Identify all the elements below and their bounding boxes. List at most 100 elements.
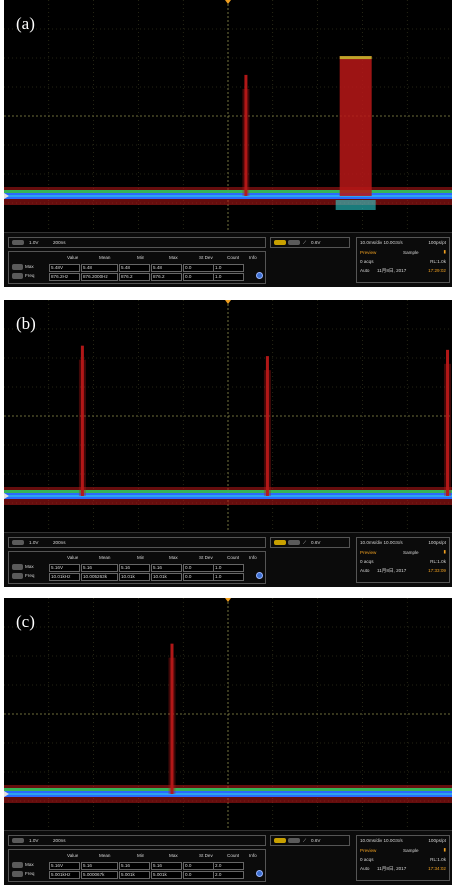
- measurement-name: Freq: [25, 871, 35, 876]
- header-stdev: St Dev: [199, 555, 213, 560]
- measurement-row: Freq 10.01kHz 10.005263k 10.01k 10.01k 0.0 1.0: [9, 572, 267, 581]
- date: 11月8日, 2017: [377, 866, 407, 871]
- pulse-spike-glow: [444, 363, 452, 496]
- measurement-max: 5.16: [151, 862, 182, 870]
- pulse-spike-glow: [168, 657, 176, 794]
- measurement-stdev: 0.0: [183, 862, 214, 870]
- measurement-max: 5.001k: [151, 871, 182, 879]
- measurement-row: Max 5.48V 5.48 5.48 5.48 0.0 1.0: [9, 264, 267, 272]
- measurement-stdev: 0.0: [183, 273, 214, 281]
- timebase-readout[interactable]: 10.0ms/div 10.0GS/s 100ps/pt Preview Sam…: [356, 835, 450, 881]
- measurement-header: Value Mean Min Max St Dev Count Info: [9, 555, 267, 562]
- trigger-readout[interactable]: ⟋ 0.6V: [270, 835, 350, 846]
- measurement-mean: 10.005263k: [81, 573, 118, 581]
- header-stdev: St Dev: [199, 255, 213, 260]
- trigger-mode: Auto: [360, 866, 370, 871]
- pulse-burst-undershoot: [335, 200, 376, 210]
- measurement-max: 5.16: [151, 564, 182, 572]
- header-mean: Mean: [99, 255, 111, 260]
- acquisition-type: Sample: [403, 550, 419, 555]
- trigger-level: 0.6V: [311, 240, 321, 245]
- measurement-count: 1.0: [213, 573, 244, 581]
- pulse-spike: [170, 643, 174, 794]
- acquisition-count: 0 acqs: [360, 559, 374, 564]
- trigger-position-marker: [225, 0, 231, 4]
- channel-badge: [12, 838, 24, 843]
- measurement-name: Max: [25, 264, 34, 269]
- channel-readout[interactable]: 1.0V 200ns: [8, 537, 266, 548]
- measurement-mean: 5.16: [81, 862, 118, 870]
- measurement-channel-badge: [12, 871, 23, 877]
- measurement-name: Max: [25, 564, 34, 569]
- timebase-resolution: 100ps/pt: [428, 838, 446, 843]
- acquisition-mode: Preview: [360, 550, 377, 555]
- measurement-count: 1.0: [213, 564, 244, 572]
- measurement-stdev: 0.0: [183, 573, 214, 581]
- measurement-channel-badge: [12, 264, 23, 270]
- measurement-count: 2.0: [213, 862, 244, 870]
- trigger-slope-icon: ⟋: [303, 838, 307, 843]
- status-bar: 1.0V 200ns Value Mean Min Max St Dev Cou…: [4, 830, 452, 885]
- waveform-display: [4, 300, 452, 532]
- measurement-value: 5.16V: [49, 564, 80, 572]
- measurement-min: 876.2: [119, 273, 150, 281]
- trace-cyan: [4, 793, 452, 795]
- date: 11月8日, 2017: [377, 268, 407, 273]
- measurement-name: Max: [25, 862, 34, 867]
- measurement-count: 2.0: [213, 871, 244, 879]
- ground-marker: [4, 493, 9, 499]
- measurement-table: Value Mean Min Max St Dev Count Info Max…: [8, 251, 266, 284]
- measurement-name: Freq: [25, 573, 35, 578]
- run-indicator-icon: ▮: [443, 847, 446, 852]
- trigger-badge: [274, 540, 286, 545]
- measurement-min: 5.48: [119, 264, 150, 272]
- trigger-channel-badge: [288, 838, 300, 843]
- acquisition-type: Sample: [403, 250, 419, 255]
- panel-label: (a): [16, 14, 35, 33]
- trigger-slope-icon: ⟋: [303, 240, 307, 245]
- timebase-readout[interactable]: 10.0ms/div 10.0GS/s 100ps/pt Preview Sam…: [356, 237, 450, 283]
- time-scale: 200ns: [53, 240, 66, 245]
- trigger-badge: [274, 838, 286, 843]
- channel-scale: 1.0V: [29, 540, 39, 545]
- trigger-readout[interactable]: ⟋ 0.6V: [270, 537, 350, 548]
- ground-marker: [4, 193, 9, 199]
- trigger-badge: [274, 240, 286, 245]
- header-mean: Mean: [99, 853, 111, 858]
- measurement-mean: 5.000067k: [81, 871, 118, 879]
- header-value: Value: [67, 853, 79, 858]
- trigger-readout[interactable]: ⟋ 0.6V: [270, 237, 350, 248]
- trigger-slope-icon: ⟋: [303, 540, 307, 545]
- channel-scale: 1.0V: [29, 838, 39, 843]
- measurement-count: 1.0: [213, 273, 244, 281]
- channel-readout[interactable]: 1.0V 200ns: [8, 237, 266, 248]
- channel-badge: [12, 240, 24, 245]
- measurement-row: Max 5.16V 5.16 5.16 5.16 0.0 1.0: [9, 564, 267, 572]
- run-indicator-icon: ▮: [443, 249, 446, 254]
- measurement-min: 5.16: [119, 862, 150, 870]
- pulse-spike-glow: [242, 88, 250, 196]
- measurement-table: Value Mean Min Max St Dev Count Info Max…: [8, 551, 266, 584]
- status-bar: 1.0V 200ns Value Mean Min Max St Dev Cou…: [4, 532, 452, 587]
- channel-readout[interactable]: 1.0V 200ns: [8, 835, 266, 846]
- trigger-level: 0.6V: [311, 838, 321, 843]
- info-icon[interactable]: [256, 572, 263, 579]
- time: 17:34:02: [428, 866, 446, 871]
- channel-scale: 1.0V: [29, 240, 39, 245]
- trace-cyan: [4, 195, 452, 197]
- trigger-channel-badge: [288, 540, 300, 545]
- trigger-mode: Auto: [360, 268, 370, 273]
- header-count: Count: [227, 255, 240, 260]
- pulse-burst-top: [339, 56, 372, 60]
- header-value: Value: [67, 255, 79, 260]
- measurement-stdev: 0.0: [183, 264, 214, 272]
- acquisition-mode: Preview: [360, 848, 377, 853]
- header-max: Max: [169, 555, 178, 560]
- timebase-readout[interactable]: 10.0ms/div 10.0GS/s 100ps/pt Preview Sam…: [356, 537, 450, 583]
- info-icon[interactable]: [256, 870, 263, 877]
- timebase-horizontal: 10.0ms/div 10.0GS/s: [360, 240, 403, 245]
- info-icon[interactable]: [256, 272, 263, 279]
- measurement-value: 10.01kHz: [49, 573, 80, 581]
- measurement-value: 876.2Hz: [49, 273, 80, 281]
- trace-green: [4, 490, 452, 494]
